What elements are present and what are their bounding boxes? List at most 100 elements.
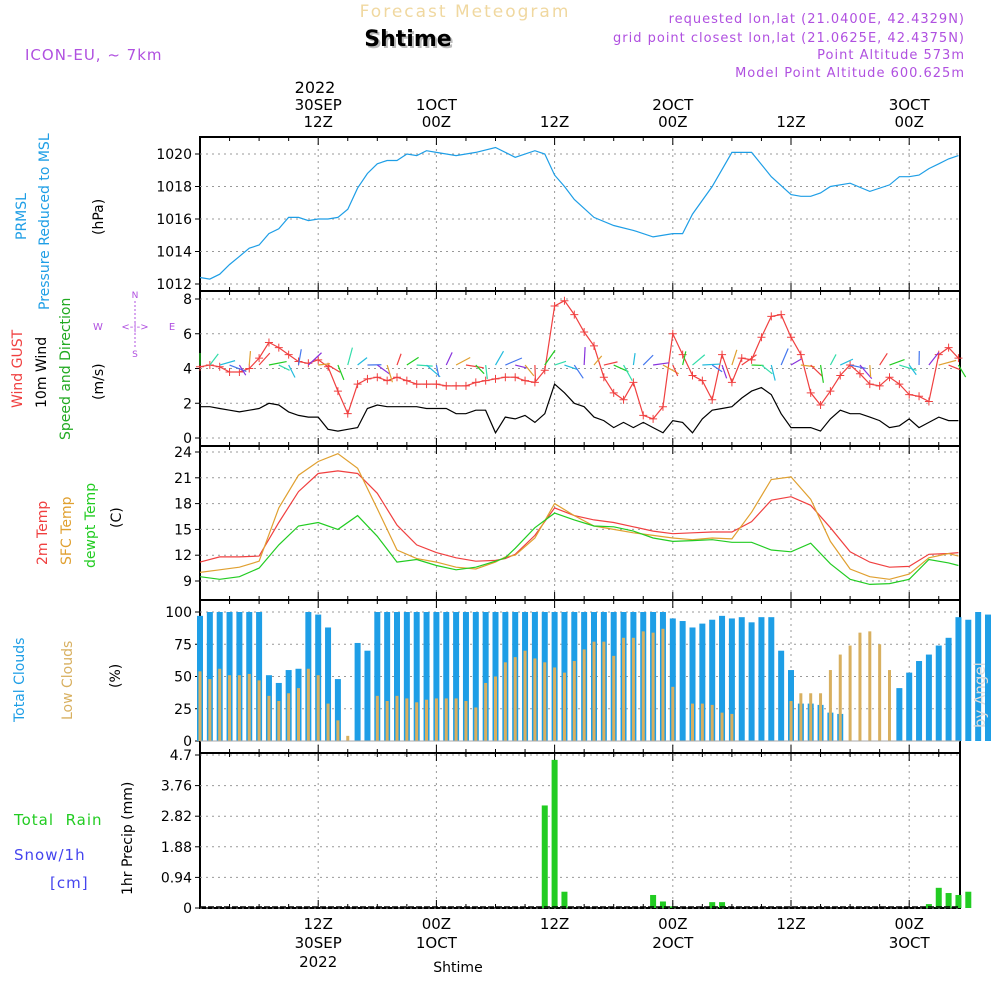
wind-arrow [692, 354, 706, 366]
total-cloud-bar [413, 612, 420, 741]
rain-bar [659, 901, 666, 908]
wind-unit: (m/s) [91, 363, 107, 400]
legend-unit: [cm] [50, 874, 89, 892]
total-cloud-bar [699, 623, 706, 741]
total-cloud-bar [768, 617, 775, 741]
low-cloud-bar [326, 703, 330, 741]
wind-arrow [790, 358, 802, 366]
wind-arrow [238, 364, 247, 376]
wind-labels: Wind GUST 10m Wind Speed and Direction (… [10, 291, 175, 440]
low-cloud-bar [395, 695, 399, 741]
total-cloud-bar [472, 612, 479, 741]
wind-arrow [494, 350, 505, 366]
y-tick-label: 24 [174, 445, 192, 461]
temp-sfc-line [199, 453, 959, 580]
y-tick-label: 0 [183, 431, 192, 447]
bottom-axis-hour: 12Z [304, 915, 333, 933]
gust-point [658, 402, 667, 411]
wind-label-10m: 10m Wind [34, 337, 50, 408]
y-tick-label: 2 [183, 396, 192, 412]
low-cloud-bar [631, 637, 635, 741]
wind-arrow [672, 364, 679, 377]
gust-point [649, 414, 658, 423]
y-tick-label: 3.76 [161, 779, 192, 795]
temp-label-sfc: SFC Temp [59, 496, 75, 565]
gust-point [245, 364, 254, 373]
low-cloud-bar [277, 701, 281, 741]
low-cloud-bar [198, 671, 202, 741]
low-cloud-bar [858, 632, 862, 741]
total-cloud-bar [669, 618, 676, 741]
gust-point [924, 397, 933, 406]
gust-point [639, 411, 648, 420]
gust-point [915, 392, 924, 401]
wind-arrow [770, 364, 776, 381]
wind-arrow [948, 364, 960, 371]
gust-point [875, 381, 884, 390]
gust-point [550, 301, 559, 310]
y-tick-label: 100 [165, 605, 192, 621]
low-cloud-bar [612, 655, 616, 741]
total-cloud-bar [965, 619, 972, 741]
wind-arrow [318, 363, 331, 366]
low-cloud-bar [415, 702, 419, 741]
wind-arrow [297, 349, 302, 366]
low-cloud-bar [267, 695, 271, 741]
low-cloud-bar [582, 649, 586, 741]
wind-arrow [554, 360, 567, 366]
y-tick-label: 0 [183, 901, 192, 917]
cloud-labels: Total Clouds Low Clouds (%) [12, 638, 124, 723]
total-cloud-bar [482, 612, 489, 741]
wind-arrow [416, 364, 433, 367]
y-tick-label: 2.82 [161, 809, 192, 825]
gust-point [836, 371, 845, 380]
legend-snow: Snow/1h [14, 846, 86, 864]
wind-arrow [455, 356, 471, 366]
total-cloud-bar [719, 615, 726, 741]
low-cloud-bar [602, 641, 606, 741]
low-cloud-bar [336, 720, 340, 741]
rain-bar [561, 891, 568, 908]
y-tick-label: 4 [183, 362, 192, 378]
total-cloud-bar [935, 645, 942, 741]
gust-point [225, 367, 234, 376]
low-cloud-bar [237, 675, 241, 741]
gust-point [412, 380, 421, 389]
gust-point [333, 387, 342, 396]
wind-arrow [859, 364, 873, 380]
wind-arrow [376, 364, 391, 375]
bottom-axis-day: 2OCT [652, 934, 694, 952]
low-cloud-bar [671, 686, 675, 741]
gust-point [609, 388, 618, 397]
wind-arrow [435, 364, 440, 377]
wind-arrow [721, 364, 728, 379]
bottom-axis-day: 30SEP [295, 934, 342, 952]
wind-arrow [957, 364, 967, 378]
gust-point [264, 338, 273, 347]
gust-point [737, 354, 746, 363]
gust-point [422, 380, 431, 389]
total-cloud-bar [738, 617, 745, 741]
top-axis-hour: 00Z [658, 113, 687, 131]
total-cloud-bar [955, 617, 962, 741]
total-cloud-bar [403, 612, 410, 741]
wind-arrow [711, 364, 723, 373]
total-cloud-bar [916, 661, 923, 741]
wind-arrow [593, 355, 603, 366]
y-tick-label: 6 [183, 327, 192, 343]
bottom-axis-hour: 12Z [776, 915, 805, 933]
wind-arrow [810, 364, 823, 377]
low-cloud-bar [346, 735, 350, 741]
low-cloud-bar [700, 703, 704, 741]
rain-bar [541, 805, 548, 908]
top-axis-hour: 12Z [304, 113, 333, 131]
y-tick-label: 0.94 [161, 870, 192, 886]
wind-arrow [396, 353, 402, 366]
top-axis-day: 2OCT [652, 96, 694, 114]
low-cloud-bar [691, 703, 694, 741]
wind-arrow [268, 361, 287, 366]
temp-label-2m: 2m Temp [35, 501, 51, 565]
precip-bars [200, 759, 972, 908]
low-cloud-bar [228, 675, 232, 741]
